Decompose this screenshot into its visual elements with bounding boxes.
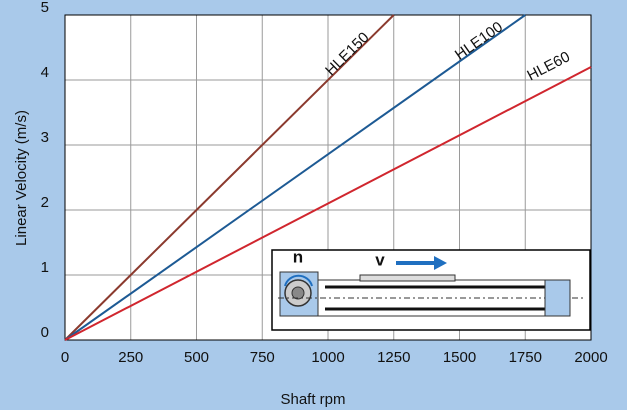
x-tick-label: 0	[61, 349, 69, 366]
series-line	[64, 14, 526, 341]
x-tick-label: 1000	[311, 349, 344, 366]
x-tick-label: 1250	[377, 349, 410, 366]
y-tick-label: 5	[41, 0, 49, 16]
y-tick-label: 3	[41, 129, 49, 146]
y-axis-title: Linear Velocity (m/s)	[13, 110, 30, 246]
rotation-arrow	[284, 274, 313, 287]
carriage	[359, 274, 456, 282]
x-tick-label: 1750	[509, 349, 542, 366]
annotation: v	[375, 250, 385, 269]
arrow-head	[434, 256, 447, 270]
plot-border	[64, 14, 592, 341]
y-tick-label: 1	[41, 259, 49, 276]
y-tick-label: 2	[41, 194, 49, 211]
y-tick-label: 4	[41, 64, 49, 81]
y-tick-label: 0	[41, 324, 49, 341]
annotation: n	[293, 247, 303, 266]
series-line	[64, 66, 592, 341]
pulley-hub	[291, 286, 305, 300]
x-tick-label: 1500	[443, 349, 476, 366]
x-tick-label: 500	[184, 349, 209, 366]
x-tick-label: 750	[250, 349, 275, 366]
x-tick-label: 250	[118, 349, 143, 366]
end-cap	[544, 279, 571, 317]
inset-diagram: n v	[271, 247, 591, 331]
x-tick-label: 2000	[574, 349, 607, 366]
series-line	[64, 14, 395, 341]
x-axis-title: Shaft rpm	[280, 391, 345, 408]
